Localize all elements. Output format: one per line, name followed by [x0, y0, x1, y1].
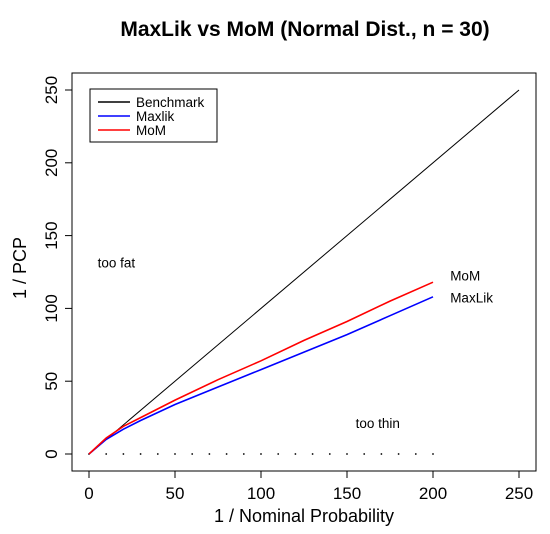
baseline-dot: [380, 453, 383, 455]
baseline-dot: [225, 453, 228, 455]
legend-label: Benchmark: [136, 95, 205, 110]
baseline-dot: [346, 453, 348, 455]
baseline-dot: [363, 453, 366, 455]
baseline-dot: [139, 453, 142, 455]
y-axis-label: 1 / PCP: [10, 237, 30, 299]
annotation-maxlik: MaxLik: [450, 291, 493, 306]
baseline-dot: [174, 453, 176, 455]
series-line-benchmark: [88, 89, 520, 455]
y-tick-label: 100: [42, 294, 61, 322]
baseline-dot: [328, 453, 331, 455]
chart-title: MaxLik vs MoM (Normal Dist., n = 30): [120, 18, 489, 41]
baseline-dot: [191, 453, 194, 455]
legend-label: Maxlik: [136, 109, 175, 124]
y-tick-label: 200: [42, 149, 61, 177]
series-line-mom: [88, 281, 434, 455]
x-tick-label: 50: [166, 484, 185, 503]
annotation-too-fat: too fat: [98, 256, 136, 271]
baseline-dot: [156, 453, 159, 455]
y-tick-label: 50: [42, 372, 61, 391]
annotation-mom: MoM: [450, 269, 480, 284]
baseline-dot: [242, 453, 245, 455]
baseline-dot: [294, 453, 297, 455]
y-axis: 0 50 100 150 200 250: [42, 76, 73, 459]
baseline-dot: [432, 453, 434, 455]
baseline-dot: [208, 453, 211, 455]
x-tick-label: 0: [84, 484, 93, 503]
baseline-dot: [414, 453, 417, 455]
x-tick-label: 150: [333, 484, 361, 503]
baseline-dot: [277, 453, 280, 455]
baseline-dot: [260, 453, 262, 455]
x-axis: 0 50 100 150 200 250: [84, 470, 533, 503]
baseline-dot: [397, 453, 400, 455]
baseline-dot: [105, 453, 108, 455]
y-tick-label: 250: [42, 76, 61, 104]
y-tick-label: 150: [42, 221, 61, 249]
series-layer: [88, 89, 520, 455]
series-line-maxlik: [88, 296, 434, 455]
x-tick-label: 100: [247, 484, 275, 503]
x-axis-label: 1 / Nominal Probability: [214, 506, 394, 526]
x-tick-label: 250: [505, 484, 533, 503]
x-tick-label: 200: [419, 484, 447, 503]
y-tick-label: 0: [42, 449, 61, 458]
baseline-dots: [88, 453, 434, 455]
annotations: too fat too thin MoM MaxLik: [98, 256, 494, 431]
annotation-too-thin: too thin: [356, 416, 400, 431]
baseline-dot: [311, 453, 314, 455]
baseline-dot: [122, 453, 125, 455]
legend-label: MoM: [136, 123, 166, 138]
